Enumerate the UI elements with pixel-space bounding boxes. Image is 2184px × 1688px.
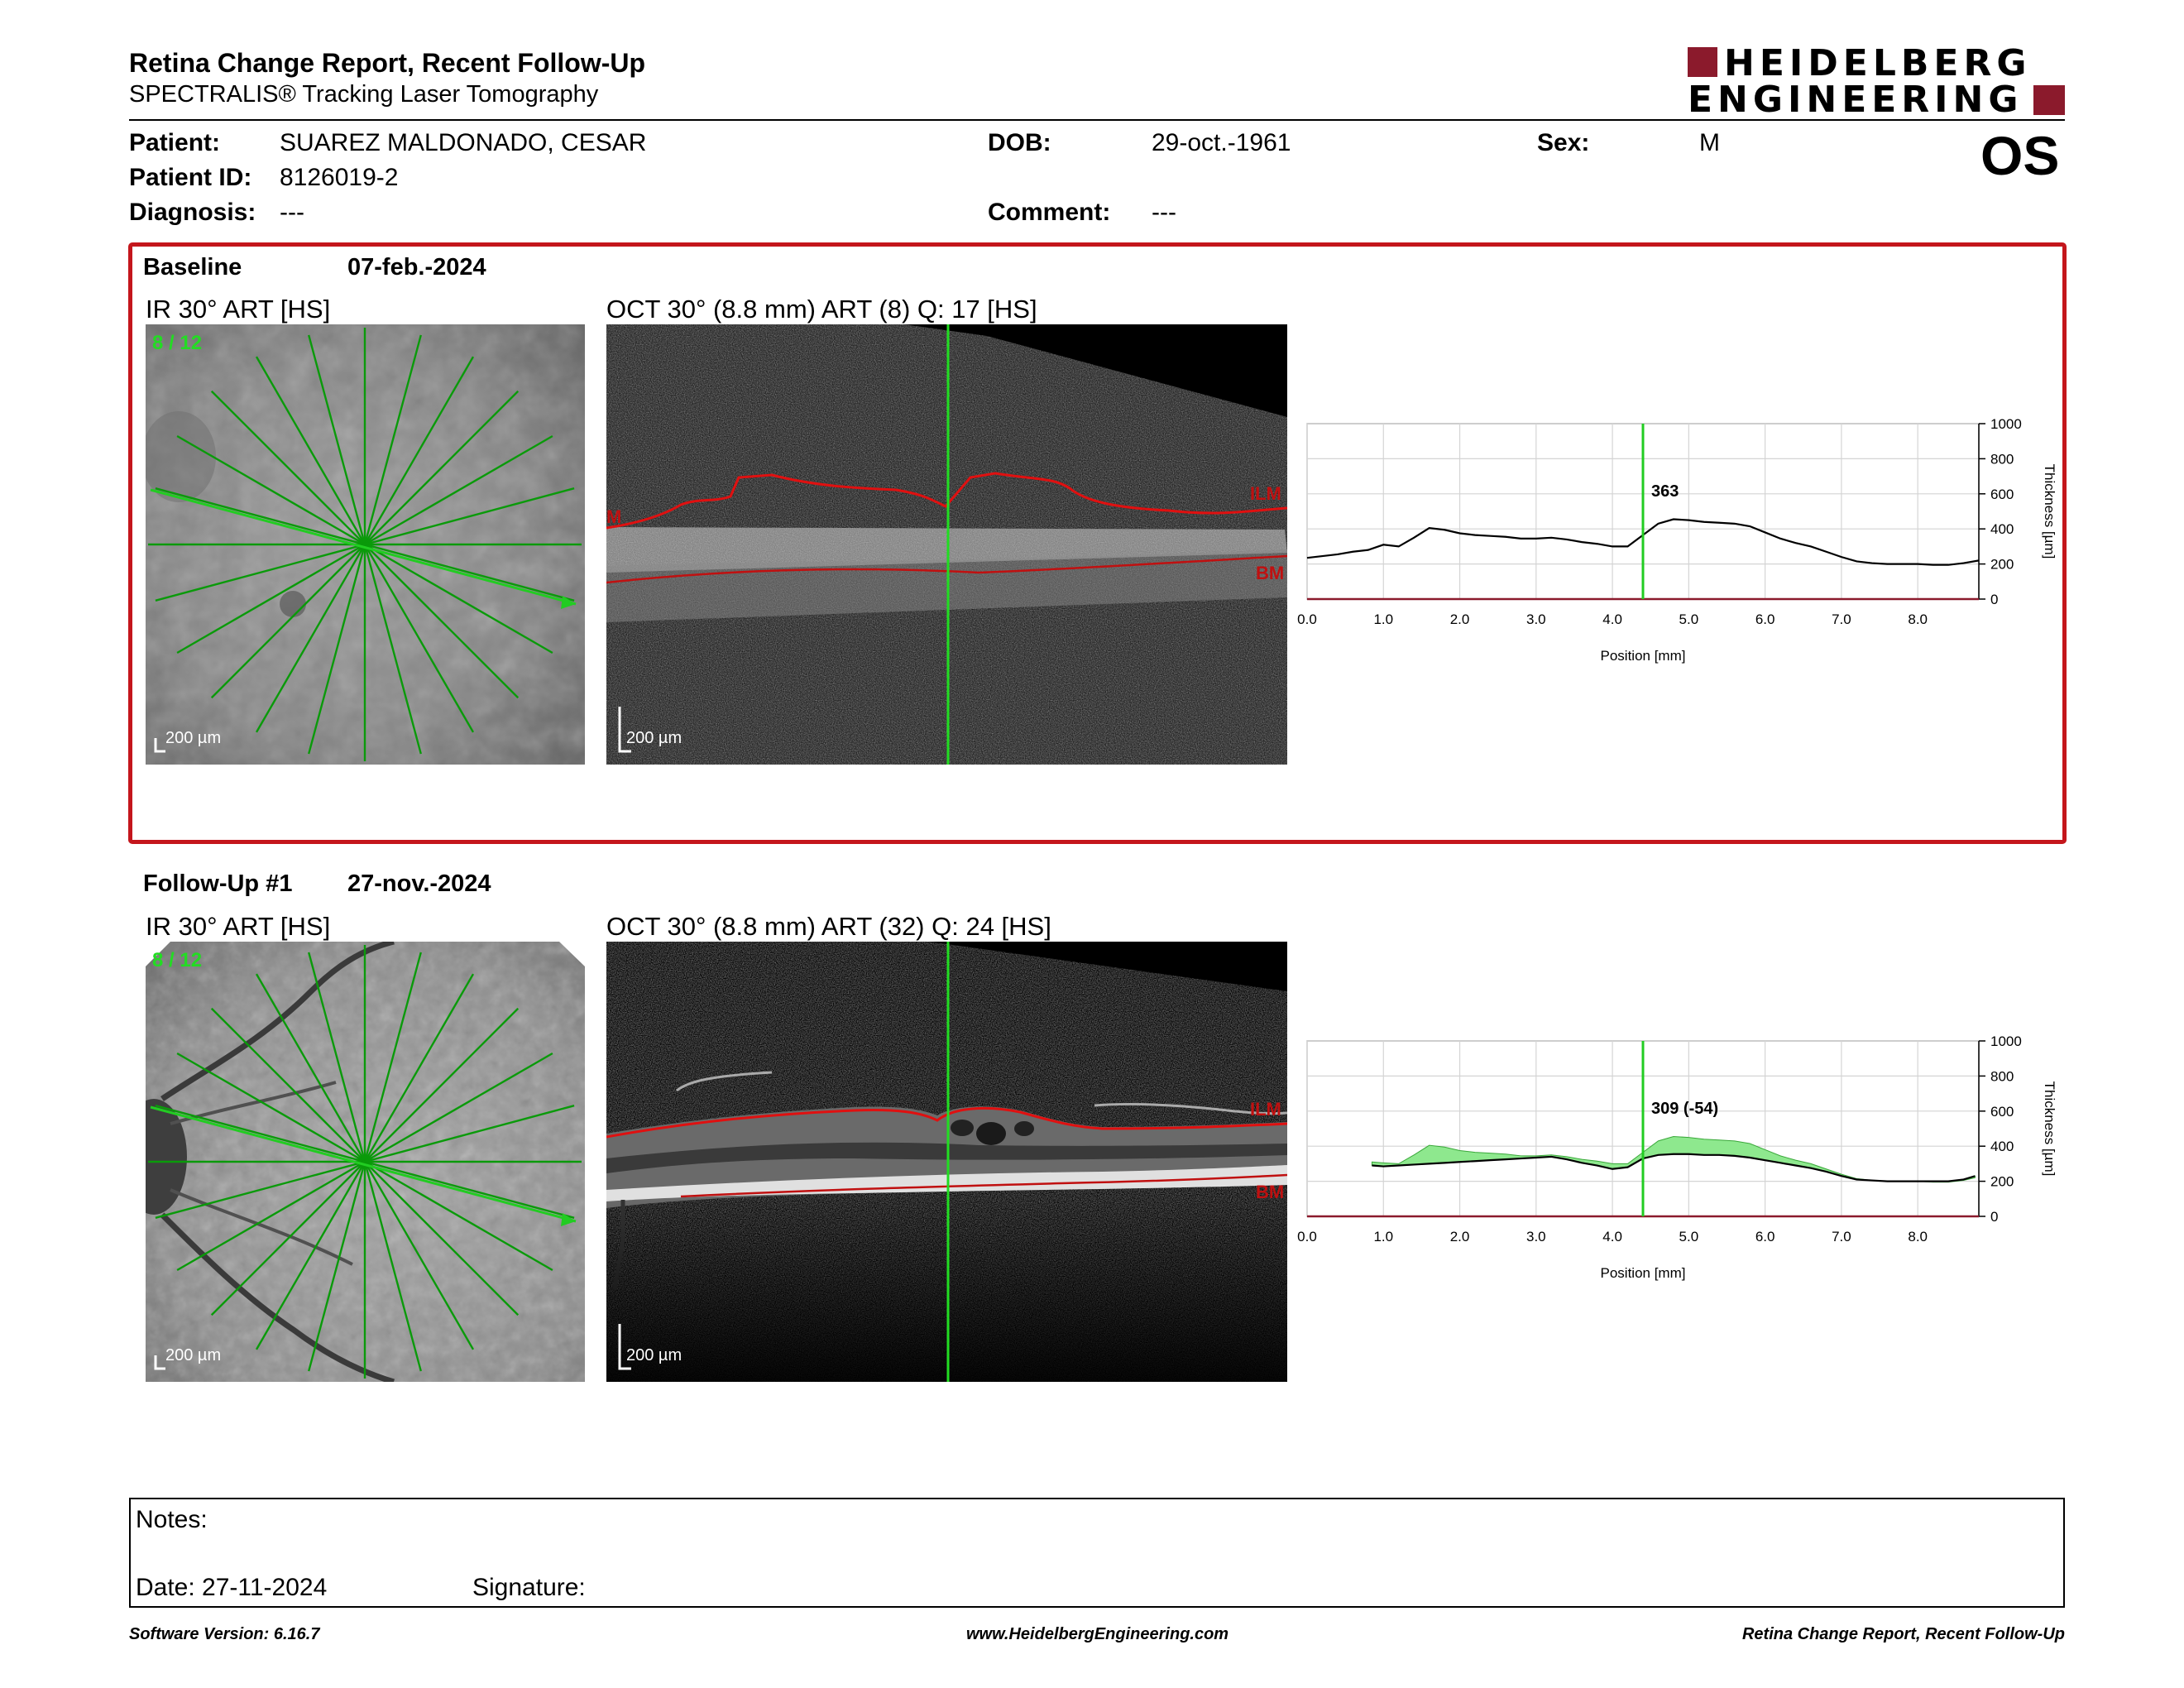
y-tick-label: 1000 bbox=[1990, 1033, 2022, 1049]
followup-ir-svg: 8 / 12 200 µm bbox=[146, 942, 585, 1382]
x-axis-label: Position [mm] bbox=[1601, 648, 1686, 664]
x-tick-label: 3.0 bbox=[1526, 611, 1546, 627]
diagnosis-label: Diagnosis: bbox=[129, 199, 256, 226]
comment-value: --- bbox=[1152, 199, 1176, 226]
y-tick-label: 600 bbox=[1990, 1104, 2014, 1120]
dob-value: 29-oct.-1961 bbox=[1152, 129, 1291, 156]
patient-label: Patient: bbox=[129, 129, 221, 156]
logo-line-2: ENGINEERING bbox=[1688, 79, 2024, 121]
y-tick-label: 400 bbox=[1990, 521, 2014, 537]
patient-id-value: 8126019-2 bbox=[280, 164, 399, 191]
baseline-oct-svg: M ILM BM 200 µm bbox=[606, 324, 1287, 765]
x-axis-label: Position [mm] bbox=[1601, 1265, 1686, 1281]
x-tick-label: 1.0 bbox=[1373, 611, 1393, 627]
notes-label: Notes: bbox=[136, 1506, 208, 1533]
followup-oct-caption: OCT 30° (8.8 mm) ART (32) Q: 24 [HS] bbox=[606, 912, 1051, 941]
followup-ilm-label: ILM bbox=[1250, 1099, 1281, 1120]
baseline-ir-caption: IR 30° ART [HS] bbox=[146, 295, 331, 324]
y-tick-label: 600 bbox=[1990, 487, 2014, 502]
y-tick-label: 400 bbox=[1990, 1139, 2014, 1154]
baseline-ir-scale: 200 µm bbox=[165, 729, 221, 747]
x-tick-label: 4.0 bbox=[1602, 611, 1622, 627]
cursor-value-label: 309 (-54) bbox=[1651, 1100, 1718, 1118]
dob-label: DOB: bbox=[988, 129, 1051, 156]
followup-ir-fundus-image[interactable]: 8 / 12 200 µm bbox=[146, 942, 585, 1382]
followup-thickness-chart: 0.0 1.0 2.0 3.0 4.0 5.0 6.0 7.0 8.0 0 200 400 600 800… bbox=[1297, 1033, 2057, 1281]
y-tick-label: 200 bbox=[1990, 557, 2014, 573]
logo-square-icon bbox=[1688, 47, 1717, 77]
sex-value: M bbox=[1699, 129, 1720, 156]
signature-label: Signature: bbox=[472, 1574, 586, 1601]
followup-oct-scale: 200 µm bbox=[626, 1346, 682, 1364]
x-tick-label: 6.0 bbox=[1755, 1229, 1775, 1244]
footer-report-name: Retina Change Report, Recent Follow-Up bbox=[1741, 1625, 2065, 1643]
x-tick-label: 7.0 bbox=[1832, 1229, 1851, 1244]
x-tick-label: 1.0 bbox=[1373, 1229, 1393, 1244]
x-tick-label: 0.0 bbox=[1297, 611, 1317, 627]
baseline-label: Baseline bbox=[143, 254, 242, 281]
baseline-date: 07-feb.-2024 bbox=[347, 254, 486, 281]
followup-date: 27-nov.-2024 bbox=[347, 870, 491, 897]
x-tick-label: 8.0 bbox=[1908, 1229, 1928, 1244]
patient-id-label: Patient ID: bbox=[129, 164, 252, 191]
x-tick-label: 2.0 bbox=[1450, 611, 1470, 627]
baseline-ilm-left: M bbox=[606, 506, 621, 527]
heidelberg-logo: HEIDELBERG ENGINEERING bbox=[1688, 46, 2068, 118]
y-tick-label: 0 bbox=[1990, 1209, 1998, 1225]
patient-name: SUAREZ MALDONADO, CESAR bbox=[280, 129, 647, 156]
x-tick-label: 8.0 bbox=[1908, 611, 1928, 627]
scan-line bbox=[155, 487, 575, 602]
x-tick-label: 0.0 bbox=[1297, 1229, 1317, 1244]
y-axis-label: Thickness [µm] bbox=[2042, 464, 2057, 559]
baseline-ir-counter: 8 / 12 bbox=[152, 332, 202, 354]
cursor-value-label: 363 bbox=[1651, 482, 1679, 501]
baseline-ilm-label: ILM bbox=[1250, 483, 1281, 504]
followup-ir-counter: 8 / 12 bbox=[152, 949, 202, 971]
eye-indicator: OS bbox=[1980, 125, 2060, 186]
y-tick-label: 800 bbox=[1990, 1068, 2014, 1084]
report-title: Retina Change Report, Recent Follow-Up bbox=[129, 48, 646, 78]
x-tick-label: 3.0 bbox=[1526, 1229, 1546, 1244]
header-rule bbox=[129, 119, 2065, 121]
notes-box[interactable]: Notes: Date: 27-11-2024 Signature: bbox=[129, 1498, 2065, 1608]
x-tick-label: 5.0 bbox=[1679, 1229, 1699, 1244]
baseline-ir-fundus-image[interactable]: 8 / 12 200 µm bbox=[146, 324, 585, 765]
baseline-oct-caption: OCT 30° (8.8 mm) ART (8) Q: 17 [HS] bbox=[606, 295, 1037, 324]
y-tick-label: 0 bbox=[1990, 592, 1998, 607]
y-tick-label: 200 bbox=[1990, 1174, 2014, 1190]
diagnosis-value: --- bbox=[280, 199, 304, 226]
followup-bm-label: BM bbox=[1256, 1182, 1284, 1202]
y-tick-label: 800 bbox=[1990, 451, 2014, 467]
software-version: Software Version: 6.16.7 bbox=[129, 1625, 320, 1643]
followup-series-line bbox=[1372, 1153, 1976, 1182]
baseline-frame bbox=[128, 242, 2067, 844]
scan-line bbox=[155, 1105, 575, 1219]
followup-oct-bscan-image[interactable]: ILM BM 200 µm bbox=[606, 942, 1287, 1382]
x-tick-label: 7.0 bbox=[1832, 611, 1851, 627]
y-tick-label: 1000 bbox=[1990, 416, 2022, 432]
baseline-ir-svg: 8 / 12 200 µm bbox=[146, 324, 585, 765]
followup-ir-scale: 200 µm bbox=[165, 1346, 221, 1364]
baseline-oct-scale: 200 µm bbox=[626, 729, 682, 747]
x-tick-label: 2.0 bbox=[1450, 1229, 1470, 1244]
notes-date: Date: 27-11-2024 bbox=[136, 1574, 328, 1601]
x-tick-label: 5.0 bbox=[1679, 611, 1699, 627]
followup-label: Follow-Up #1 bbox=[143, 870, 293, 897]
logo-line-1: HEIDELBERG bbox=[1724, 42, 2032, 84]
y-axis-label: Thickness [µm] bbox=[2042, 1081, 2057, 1177]
report-subtitle: SPECTRALIS® Tracking Laser Tomography bbox=[129, 81, 599, 108]
baseline-thickness-chart: 0.0 1.0 2.0 3.0 4.0 5.0 6.0 7.0 8.0 0 200 400 600 800… bbox=[1297, 416, 2057, 664]
sex-label: Sex: bbox=[1537, 129, 1590, 156]
x-tick-label: 6.0 bbox=[1755, 611, 1775, 627]
comment-label: Comment: bbox=[988, 199, 1111, 226]
followup-oct-svg: ILM BM 200 µm bbox=[606, 942, 1287, 1382]
website-link[interactable]: www.HeidelbergEngineering.com bbox=[966, 1625, 1229, 1643]
baseline-bm-label: BM bbox=[1256, 563, 1284, 583]
baseline-oct-bscan-image[interactable]: M ILM BM 200 µm bbox=[606, 324, 1287, 765]
x-tick-label: 4.0 bbox=[1602, 1229, 1622, 1244]
logo-square-icon-2 bbox=[2033, 85, 2065, 115]
followup-ir-caption: IR 30° ART [HS] bbox=[146, 912, 331, 941]
